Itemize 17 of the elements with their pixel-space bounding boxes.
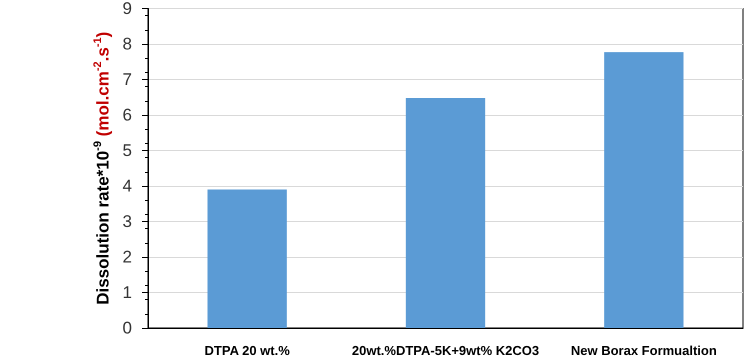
y-tick-label: 6 [122,106,132,124]
x-tick-label: DTPA 20 wt.% [204,343,290,358]
bar [604,52,684,328]
bar [406,98,486,328]
y-axis-title: Dissolution rate*10-9 (mol.cm-2.s-1) [92,32,113,305]
y-tick-label: 5 [122,141,132,160]
y-tick-label: 2 [122,248,132,266]
x-tick-label: 20wt.%DTPA-5K+9wt% K2CO3 [352,343,540,358]
y-tick-label: 9 [122,0,132,18]
y-tick-label: 4 [122,176,132,196]
y-tick-label: 3 [122,212,132,231]
bar [208,190,287,328]
y-tick-label: 8 [122,34,132,54]
y-tick-label: 1 [122,283,132,302]
y-tick-label: 7 [122,70,132,89]
x-tick-label: New Borax Formualtion [570,343,717,358]
y-tick-label: 0 [122,318,132,338]
